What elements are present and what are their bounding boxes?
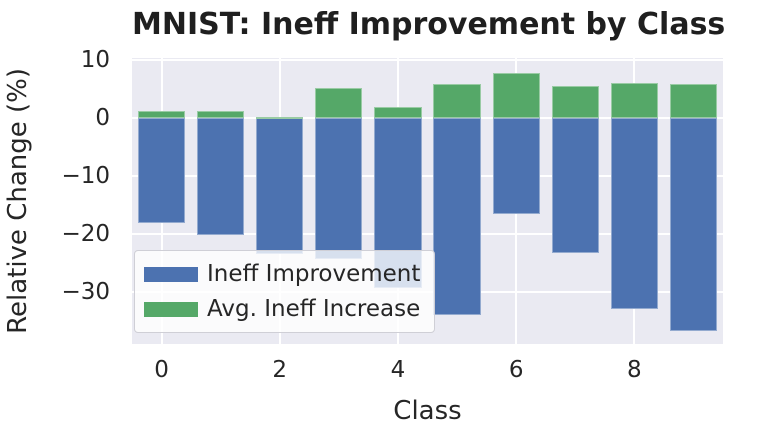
bar-avg-ineff-increase-class-8 (610, 82, 658, 119)
bar-avg-ineff-increase-class-6 (492, 72, 540, 119)
x-tick-label: 2 (272, 357, 288, 383)
plot-area: Ineff Improvement Avg. Ineff Increase (132, 58, 723, 344)
bar-avg-ineff-increase-class-0 (137, 110, 186, 119)
bar-avg-ineff-increase-class-2 (256, 116, 304, 119)
bar-ineff-improvement-class-3 (315, 118, 363, 259)
h-gridline (132, 59, 723, 62)
legend-label-avg-ineff-increase: Avg. Ineff Increase (207, 296, 421, 322)
bar-ineff-improvement-class-8 (610, 118, 658, 310)
legend-item-ineff-improvement: Ineff Improvement (144, 260, 420, 288)
bar-ineff-improvement-class-6 (492, 118, 540, 215)
bar-avg-ineff-increase-class-1 (197, 110, 245, 119)
x-tick-label: 4 (390, 357, 406, 383)
bar-avg-ineff-increase-class-3 (315, 88, 363, 119)
bar-avg-ineff-increase-class-5 (433, 83, 481, 119)
x-tick-label: 6 (508, 357, 524, 383)
bar-ineff-improvement-class-1 (197, 118, 245, 235)
bar-ineff-improvement-class-9 (669, 118, 718, 332)
bar-avg-ineff-increase-class-4 (374, 107, 422, 119)
x-axis-label: Class (393, 396, 462, 426)
y-tick-label: −20 (61, 221, 110, 248)
legend-swatch-ineff-improvement (144, 266, 198, 282)
bar-ineff-improvement-class-5 (433, 118, 481, 315)
chart-title: MNIST: Ineff Improvement by Class (132, 7, 726, 42)
bar-avg-ineff-increase-class-7 (551, 86, 599, 119)
y-tick-label: −10 (61, 163, 110, 190)
x-tick-label: 0 (154, 357, 169, 383)
h-gridline (132, 175, 723, 178)
legend-label-ineff-improvement: Ineff Improvement (207, 261, 421, 287)
y-tick-label: 10 (80, 47, 110, 74)
y-tick-label: −30 (61, 279, 110, 306)
legend-item-avg-ineff-increase: Avg. Ineff Increase (144, 295, 420, 323)
bar-avg-ineff-increase-class-9 (669, 84, 718, 119)
legend-swatch-avg-ineff-increase (144, 301, 198, 317)
bar-ineff-improvement-class-2 (256, 118, 304, 255)
bar-ineff-improvement-class-7 (551, 118, 599, 253)
h-gridline (132, 117, 723, 120)
legend: Ineff Improvement Avg. Ineff Increase (134, 250, 436, 333)
y-tick-label: 0 (95, 105, 110, 132)
bar-ineff-improvement-class-0 (137, 118, 186, 223)
h-gridline (132, 233, 723, 236)
x-tick-label: 8 (627, 357, 642, 383)
